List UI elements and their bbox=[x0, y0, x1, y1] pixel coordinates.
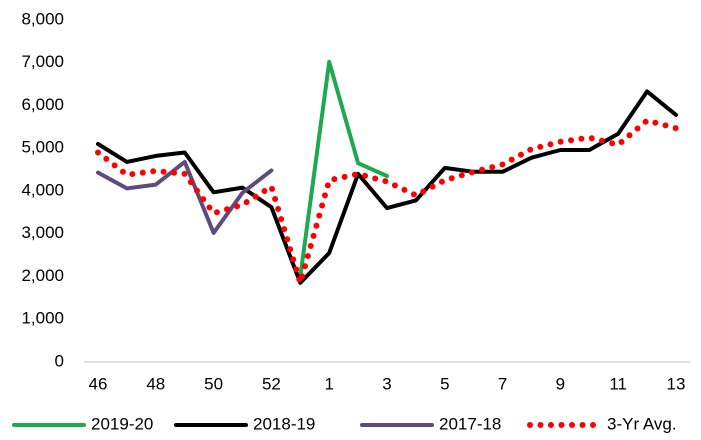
legend-label: 3-Yr Avg. bbox=[607, 414, 677, 433]
legend-label: 2019-20 bbox=[91, 414, 153, 433]
x-tick-label: 7 bbox=[498, 374, 507, 393]
y-tick-label: 2,000 bbox=[21, 266, 64, 285]
x-tick-label: 11 bbox=[609, 374, 627, 393]
x-tick-label: 48 bbox=[146, 374, 165, 393]
series-line bbox=[96, 159, 274, 235]
y-tick-label: 1,000 bbox=[21, 309, 64, 328]
x-tick-label: 5 bbox=[440, 374, 449, 393]
x-tick-label: 1 bbox=[324, 374, 333, 393]
y-tick-label: 8,000 bbox=[21, 9, 64, 28]
series-line bbox=[96, 89, 678, 285]
x-tick-label: 9 bbox=[556, 374, 565, 393]
y-tick-label: 0 bbox=[55, 351, 64, 370]
y-tick-label: 3,000 bbox=[21, 223, 64, 242]
x-tick-label: 50 bbox=[204, 374, 223, 393]
y-tick-label: 7,000 bbox=[21, 52, 64, 71]
series-line bbox=[95, 117, 679, 286]
x-tick-label: 3 bbox=[382, 374, 391, 393]
y-tick-label: 6,000 bbox=[21, 95, 64, 114]
y-tick-label: 5,000 bbox=[21, 138, 64, 157]
x-tick-label: 46 bbox=[89, 374, 108, 393]
x-tick-label: 13 bbox=[667, 374, 686, 393]
legend-label: 2018-19 bbox=[253, 414, 315, 433]
series-line bbox=[298, 59, 389, 279]
legend-label: 2017-18 bbox=[439, 414, 501, 433]
x-tick-label: 52 bbox=[262, 374, 281, 393]
y-tick-label: 4,000 bbox=[21, 180, 64, 199]
